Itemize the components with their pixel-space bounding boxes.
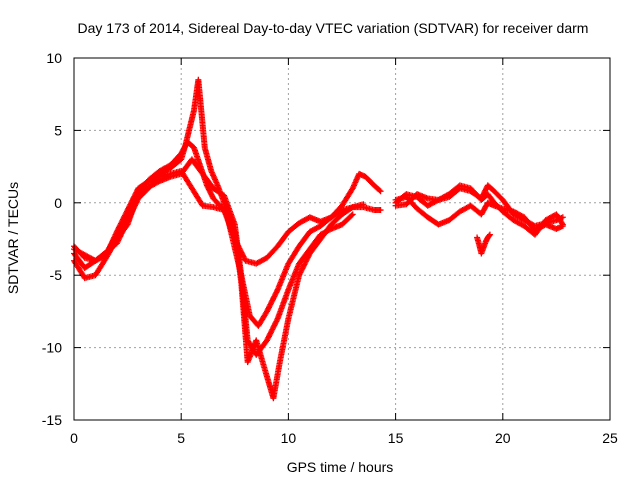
plot-frame — [73, 57, 611, 421]
x-tick-label: 20 — [495, 430, 511, 446]
chart-title: Day 173 of 2014, Sidereal Day-to-day VTE… — [78, 20, 589, 36]
series-track-h — [474, 231, 493, 257]
data-point — [348, 204, 355, 211]
data-point — [349, 211, 356, 218]
data-point — [559, 221, 566, 228]
gridlines — [74, 58, 610, 420]
series-track-g — [392, 182, 566, 238]
data-point — [360, 201, 367, 208]
y-tick-label: -10 — [42, 340, 62, 356]
x-tick-label: 0 — [70, 430, 78, 446]
x-tick-label: 10 — [281, 430, 297, 446]
data-point — [348, 212, 355, 219]
y-tick-label: 5 — [54, 122, 62, 138]
data-series — [71, 76, 566, 402]
data-point — [377, 207, 384, 214]
y-tick-label: -5 — [50, 267, 63, 283]
y-tick-label: -15 — [42, 412, 62, 428]
data-point — [486, 231, 493, 238]
series-track-d — [71, 167, 367, 402]
data-point — [559, 220, 566, 227]
y-tick-label: 0 — [54, 195, 62, 211]
y-axis-label: SDTVAR / TECUs — [5, 182, 21, 294]
y-tick-label: 10 — [46, 50, 62, 66]
plot-border — [73, 57, 611, 421]
tick-labels: 0 5 10 15 20 25 -15 -10 -5 0 5 10 — [42, 50, 618, 446]
x-tick-label: 5 — [177, 430, 185, 446]
data-point — [377, 188, 384, 195]
data-point — [376, 187, 383, 194]
x-axis-label: GPS time / hours — [287, 459, 394, 475]
x-tick-label: 25 — [602, 430, 618, 446]
data-point — [486, 232, 493, 239]
x-tick-label: 15 — [388, 430, 404, 446]
